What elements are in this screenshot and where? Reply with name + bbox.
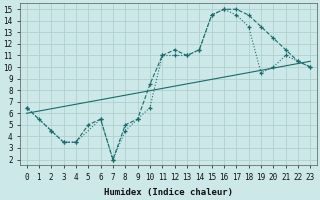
X-axis label: Humidex (Indice chaleur): Humidex (Indice chaleur): [104, 188, 233, 197]
